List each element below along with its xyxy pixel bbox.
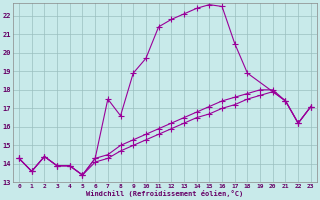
X-axis label: Windchill (Refroidissement éolien,°C): Windchill (Refroidissement éolien,°C) — [86, 190, 244, 197]
